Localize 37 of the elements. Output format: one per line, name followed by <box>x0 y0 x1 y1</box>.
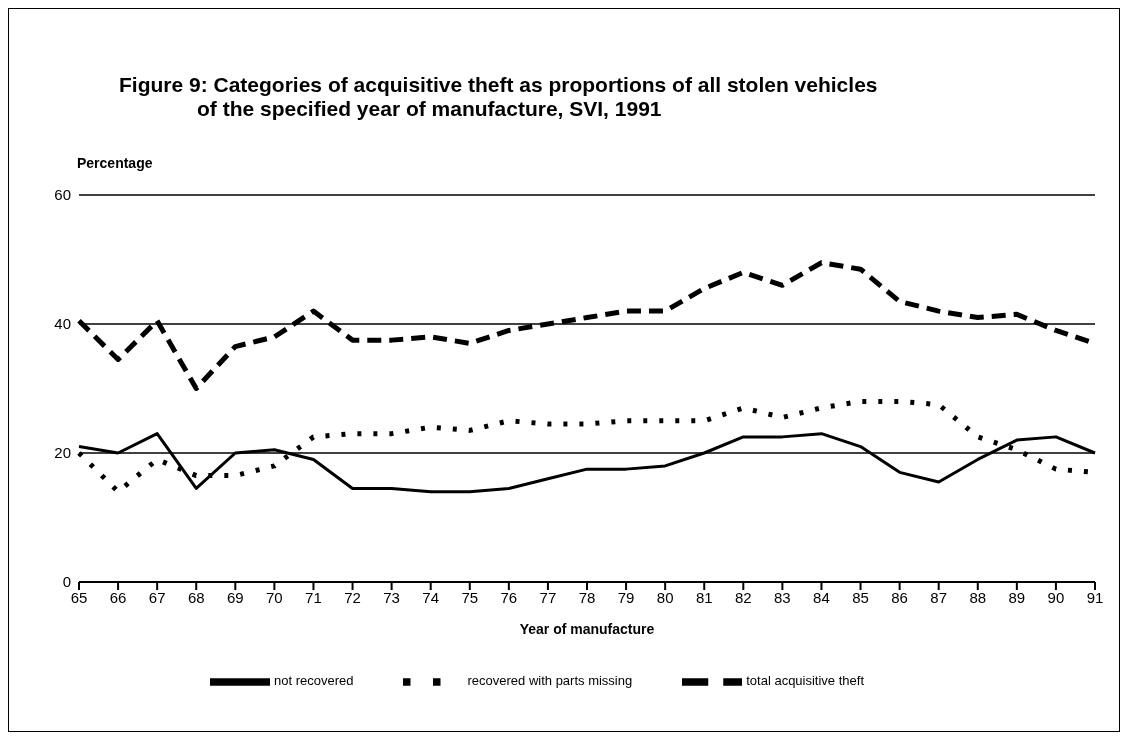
x-tick-label: 68 <box>187 588 205 606</box>
x-tick-label: 73 <box>383 588 400 606</box>
x-tick-label: 81 <box>695 588 713 606</box>
x-tick-label: 77 <box>539 588 557 606</box>
x-tick-label: 80 <box>656 588 674 606</box>
x-tick-label: 85 <box>852 588 869 606</box>
x-tick-label: 79 <box>617 588 635 606</box>
legend-label: total acquisitive theft <box>746 673 865 689</box>
x-tick-label: 67 <box>148 588 166 606</box>
x-tick-label: 70 <box>266 588 283 606</box>
legend-label: recovered with parts missing <box>467 673 633 689</box>
x-axis-title: Year of manufacture <box>519 621 655 637</box>
x-tick-label: 89 <box>1008 588 1026 606</box>
y-tick-label: 0 <box>62 573 71 591</box>
x-tick-label: 82 <box>734 588 752 606</box>
x-tick-label: 75 <box>461 588 479 606</box>
x-tick-label: 66 <box>109 588 127 606</box>
y-tick-label: 40 <box>54 315 71 333</box>
x-tick-label: 91 <box>1086 588 1104 606</box>
y-tick-label: 20 <box>54 444 71 462</box>
x-tick-label: 65 <box>70 588 88 606</box>
x-tick-label: 88 <box>969 588 987 606</box>
legend-label: not recovered <box>273 673 354 689</box>
x-tick-label: 71 <box>305 588 322 606</box>
x-tick-label: 72 <box>344 588 361 606</box>
x-tick-label: 86 <box>891 588 908 606</box>
x-tick-label: 87 <box>930 588 948 606</box>
x-tick-label: 83 <box>774 588 791 606</box>
x-tick-label: 78 <box>578 588 596 606</box>
y-tick-label: 60 <box>54 186 71 204</box>
x-tick-label: 74 <box>422 588 440 606</box>
chart-title: Figure 9: Categories of acquisitive theft as proportions of all stolen vehicles of the specified year of manufacture, SVI, 1991 <box>119 73 878 121</box>
x-tick-label: 84 <box>813 588 830 606</box>
x-tick-label: 69 <box>226 588 244 606</box>
x-tick-label: 76 <box>500 588 518 606</box>
x-tick-label: 90 <box>1047 588 1065 606</box>
y-axis-title: Percentage <box>77 155 153 171</box>
